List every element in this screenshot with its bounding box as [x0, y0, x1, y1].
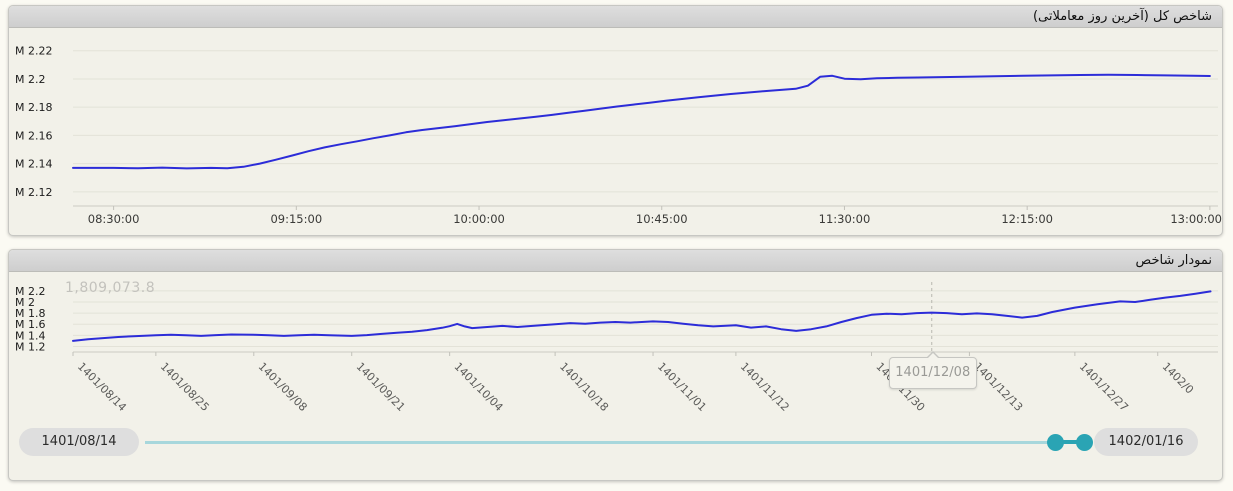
tooltip-date: 1401/12/08: [895, 365, 971, 380]
intraday-chart[interactable]: M 2.22 M 2.2 M 2.18 M 2.16 M 2.14 M 2.12 08:30…: [9, 28, 1222, 235]
svg-text:M 1.6: M 1.6: [15, 318, 45, 331]
intraday-panel-title: شاخص کل (آخرین روز معاملاتی): [1032, 9, 1212, 24]
tooltip-caret-icon: [925, 351, 940, 359]
svg-text:M 1.2: M 1.2: [15, 340, 45, 353]
svg-text:10:00:00: 10:00:00: [453, 212, 505, 226]
hover-date-tooltip: 1401/12/08: [888, 351, 977, 389]
svg-text:1402/0: 1402/0: [1160, 360, 1197, 397]
svg-text:1401/09/08: 1401/09/08: [256, 360, 310, 414]
svg-text:1401/12/13: 1401/12/13: [971, 360, 1025, 414]
history-chart-svg: M 2.2M 2M 1.8M 1.6M 1.4M 1.2 1401/08/14 14…: [15, 282, 1218, 414]
intraday-panel-header: شاخص کل (آخرین روز معاملاتی): [9, 6, 1222, 28]
history-panel-title: نمودار شاخص: [1135, 253, 1212, 268]
svg-text:13:00:00: 13:00:00: [1170, 212, 1222, 226]
intraday-index-panel: شاخص کل (آخرین روز معاملاتی) M 2.22 M 2.2…: [8, 5, 1223, 236]
svg-text:1401/10/04: 1401/10/04: [452, 360, 506, 414]
svg-text:11:30:00: 11:30:00: [819, 212, 871, 226]
svg-text:09:15:00: 09:15:00: [270, 212, 322, 226]
date-range-slider: 1401/08/14 1402/01/16: [9, 410, 1222, 459]
svg-text:M 2.22: M 2.22: [15, 45, 52, 58]
hover-value-label: 1,809,073.8: [65, 280, 156, 296]
range-start-label: 1401/08/14: [19, 428, 139, 456]
svg-text:M 2.2: M 2.2: [15, 73, 45, 86]
svg-text:10:45:00: 10:45:00: [636, 212, 688, 226]
svg-text:1401/10/18: 1401/10/18: [557, 360, 611, 414]
svg-text:M 2: M 2: [15, 296, 35, 309]
range-slider-track[interactable]: [145, 441, 1055, 444]
range-slider-handle-left[interactable]: [1047, 434, 1064, 451]
svg-text:1401/11/12: 1401/11/12: [738, 360, 792, 414]
svg-text:08:30:00: 08:30:00: [88, 212, 140, 226]
svg-text:M 1.8: M 1.8: [15, 307, 45, 320]
svg-text:M 2.16: M 2.16: [15, 129, 52, 142]
svg-text:1401/09/21: 1401/09/21: [354, 360, 408, 414]
history-panel-header: نمودار شاخص: [9, 250, 1222, 272]
range-slider-handle-right[interactable]: [1076, 434, 1093, 451]
svg-text:1401/12/27: 1401/12/27: [1077, 360, 1131, 414]
svg-text:M 2.14: M 2.14: [15, 158, 52, 171]
intraday-chart-svg: M 2.22 M 2.2 M 2.18 M 2.16 M 2.14 M 2.12 08:30…: [15, 45, 1222, 226]
svg-text:1401/11/01: 1401/11/01: [655, 360, 709, 414]
svg-text:M 2.18: M 2.18: [15, 101, 52, 114]
svg-text:M 1.4: M 1.4: [15, 329, 45, 342]
svg-text:M 2.2: M 2.2: [15, 285, 45, 298]
range-slider-selected-track[interactable]: [1055, 440, 1085, 444]
svg-text:1401/08/25: 1401/08/25: [158, 360, 212, 414]
svg-text:M 2.12: M 2.12: [15, 186, 52, 199]
range-end-label: 1402/01/16: [1094, 428, 1198, 456]
svg-text:12:15:00: 12:15:00: [1001, 212, 1053, 226]
svg-text:1401/08/14: 1401/08/14: [75, 360, 129, 414]
